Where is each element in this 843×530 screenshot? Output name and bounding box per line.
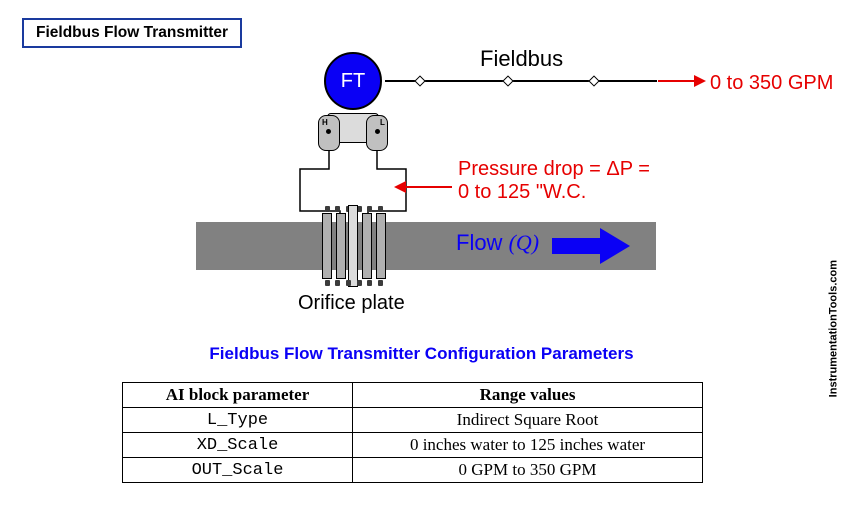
fb-diamond-3 <box>588 75 599 86</box>
dp-line1: Pressure drop = ΔP = <box>458 158 650 180</box>
cell-param: L_Type <box>123 408 353 433</box>
cell-range: 0 inches water to 125 inches water <box>353 433 703 458</box>
flow-label: Flow (Q) <box>456 230 539 256</box>
ft-circle: FT <box>324 52 382 110</box>
flange-inner-right <box>362 213 372 279</box>
col-param: AI block parameter <box>123 383 353 408</box>
orifice-plate <box>348 205 358 287</box>
subtitle: Fieldbus Flow Transmitter Configuration … <box>0 344 843 364</box>
l-port-dot <box>375 129 380 134</box>
flow-arrow-icon <box>552 226 630 271</box>
param-table: AI block parameter Range values L_Type I… <box>122 382 703 483</box>
flange-left <box>322 213 332 279</box>
col-range: Range values <box>353 383 703 408</box>
fb-diamond-2 <box>502 75 513 86</box>
flange-inner-left <box>336 213 346 279</box>
bolt-row-bot <box>322 280 386 286</box>
table-row: L_Type Indirect Square Root <box>123 408 703 433</box>
table-row: XD_Scale 0 inches water to 125 inches wa… <box>123 433 703 458</box>
l-label: L <box>380 118 385 127</box>
h-label: H <box>322 118 328 127</box>
cell-param: XD_Scale <box>123 433 353 458</box>
h-port-dot <box>326 129 331 134</box>
fieldbus-label: Fieldbus <box>480 46 563 72</box>
cell-range: Indirect Square Root <box>353 408 703 433</box>
flange-right <box>376 213 386 279</box>
diagram: FT Fieldbus 0 to 350 GPM H L Pressure dr… <box>170 30 690 325</box>
watermark: InstrumentationTools.com <box>827 260 839 397</box>
output-arrow-icon <box>658 70 706 92</box>
orifice-assembly <box>322 206 386 286</box>
fb-diamond-1 <box>414 75 425 86</box>
dp-line2: 0 to 125 "W.C. <box>458 181 586 203</box>
cell-range: 0 GPM to 350 GPM <box>353 458 703 483</box>
dp-label: Pressure drop = ΔP = 0 to 125 "W.C. <box>458 158 650 204</box>
orifice-label: Orifice plate <box>298 292 405 315</box>
cell-param: OUT_Scale <box>123 458 353 483</box>
flow-q: (Q) <box>509 230 540 255</box>
table-header-row: AI block parameter Range values <box>123 383 703 408</box>
dp-arrow-icon <box>394 177 452 202</box>
table-row: OUT_Scale 0 GPM to 350 GPM <box>123 458 703 483</box>
flow-word: Flow <box>456 230 502 255</box>
output-range: 0 to 350 GPM <box>710 72 833 95</box>
